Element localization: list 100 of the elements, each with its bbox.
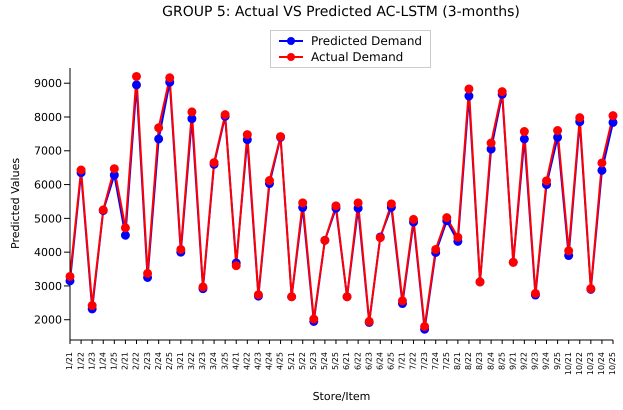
x-tick-label: 7/25 — [442, 352, 451, 370]
x-tick-label: 1/23 — [87, 352, 96, 370]
point — [264, 176, 274, 186]
x-axis-title: Store/Item — [312, 390, 370, 403]
chart-title: GROUP 5: Actual VS Predicted AC-LSTM (3-months) — [161, 4, 521, 20]
y-tick-label: 4000 — [34, 246, 62, 260]
x-tick-label: 5/21 — [286, 352, 296, 370]
point — [354, 198, 363, 208]
x-tick-label: 6/25 — [386, 352, 396, 370]
point — [542, 176, 552, 186]
point — [498, 87, 507, 96]
x-tick-label: 4/25 — [276, 352, 285, 370]
point — [575, 113, 584, 122]
x-tick-label: 3/25 — [220, 352, 230, 370]
x-tick-label: 2/21 — [120, 352, 130, 370]
point — [520, 127, 529, 136]
x-tick-label: 10/24 — [597, 352, 606, 376]
point — [176, 244, 186, 254]
x-tick-label: 9/24 — [542, 352, 551, 370]
point — [242, 130, 252, 140]
x-tick-label: 8/25 — [497, 352, 506, 370]
y-tick-label: 3000 — [34, 280, 62, 293]
x-tick-label: 2/24 — [154, 352, 163, 370]
point — [154, 123, 164, 132]
point — [143, 268, 152, 278]
x-tick-label: 1/24 — [98, 352, 108, 370]
legend-label: Predicted Demand — [311, 33, 422, 49]
point — [154, 134, 164, 144]
x-tick-label: 1/21 — [65, 352, 74, 370]
x-tick-label: 3/24 — [209, 352, 218, 370]
x-tick-label: 8/21 — [453, 352, 462, 370]
x-tick-label: 6/23 — [364, 352, 374, 370]
x-tick-label: 9/21 — [508, 352, 518, 370]
x-tick-label: 7/21 — [398, 352, 407, 370]
point — [597, 166, 606, 175]
point — [420, 322, 430, 331]
x-tick-label: 3/21 — [176, 352, 186, 370]
point — [398, 296, 407, 306]
point — [187, 107, 196, 116]
x-tick-label: 4/23 — [254, 352, 263, 370]
point — [331, 201, 340, 210]
x-tick-label: 1/22 — [76, 352, 86, 370]
point — [76, 166, 86, 175]
point — [464, 84, 474, 94]
x-tick-label: 4/21 — [231, 352, 240, 370]
x-tick-label: 9/25 — [552, 352, 562, 370]
x-tick-label: 7/23 — [420, 352, 429, 370]
point — [597, 158, 606, 168]
point — [165, 73, 174, 82]
point — [431, 244, 440, 254]
y-tick-label: 7000 — [34, 144, 62, 158]
x-tick-label: 9/22 — [520, 352, 529, 370]
point — [486, 138, 496, 148]
x-tick-label: 5/25 — [331, 352, 340, 370]
x-tick-label: 4/22 — [242, 352, 252, 370]
point — [409, 214, 418, 224]
x-tick-label: 10/25 — [608, 352, 618, 376]
x-tick-label: 8/22 — [464, 352, 474, 370]
point — [120, 223, 130, 232]
point — [66, 272, 74, 281]
x-tick-label: 6/24 — [375, 352, 384, 370]
x-tick-label: 5/23 — [308, 352, 318, 370]
point — [608, 111, 618, 120]
legend-label: Actual Demand — [311, 49, 404, 65]
x-tick-label: 10/21 — [564, 352, 573, 376]
x-tick-label: 2/23 — [142, 352, 152, 370]
x-tick-label: 1/25 — [110, 352, 119, 370]
x-tick-label: 2/25 — [164, 352, 174, 370]
point — [564, 246, 574, 256]
y-tick-label: 9000 — [34, 77, 62, 90]
x-tick-label: 9/23 — [530, 352, 540, 370]
y-tick-label: 2000 — [34, 314, 62, 327]
x-tick-label: 3/23 — [198, 352, 208, 370]
x-tick-label: 8/23 — [475, 352, 484, 370]
point — [520, 134, 529, 144]
point — [386, 199, 396, 208]
x-tick-label: 4/24 — [264, 352, 274, 370]
point — [132, 72, 141, 81]
point — [453, 232, 462, 242]
point — [232, 261, 241, 270]
point — [88, 301, 97, 310]
y-tick-label: 6000 — [34, 178, 62, 192]
y-tick-label: 5000 — [34, 212, 62, 226]
point — [132, 80, 141, 90]
x-tick-label: 8/24 — [486, 352, 496, 370]
y-tick-label: 8000 — [34, 110, 62, 124]
x-tick-label: 2/22 — [132, 352, 141, 370]
point — [553, 126, 562, 136]
y-axis-title: Predicted Values — [8, 158, 22, 249]
point — [110, 164, 119, 174]
x-tick-label: 5/24 — [320, 352, 330, 370]
x-tick-label: 10/23 — [586, 352, 596, 376]
point — [120, 230, 130, 240]
x-tick-label: 10/22 — [574, 352, 584, 376]
x-tick-label: 3/22 — [187, 352, 196, 370]
x-tick-label: 7/24 — [430, 352, 440, 370]
x-tick-label: 6/21 — [342, 352, 352, 370]
point — [442, 213, 452, 222]
point — [298, 198, 308, 208]
x-tick-label: 6/22 — [353, 352, 362, 370]
